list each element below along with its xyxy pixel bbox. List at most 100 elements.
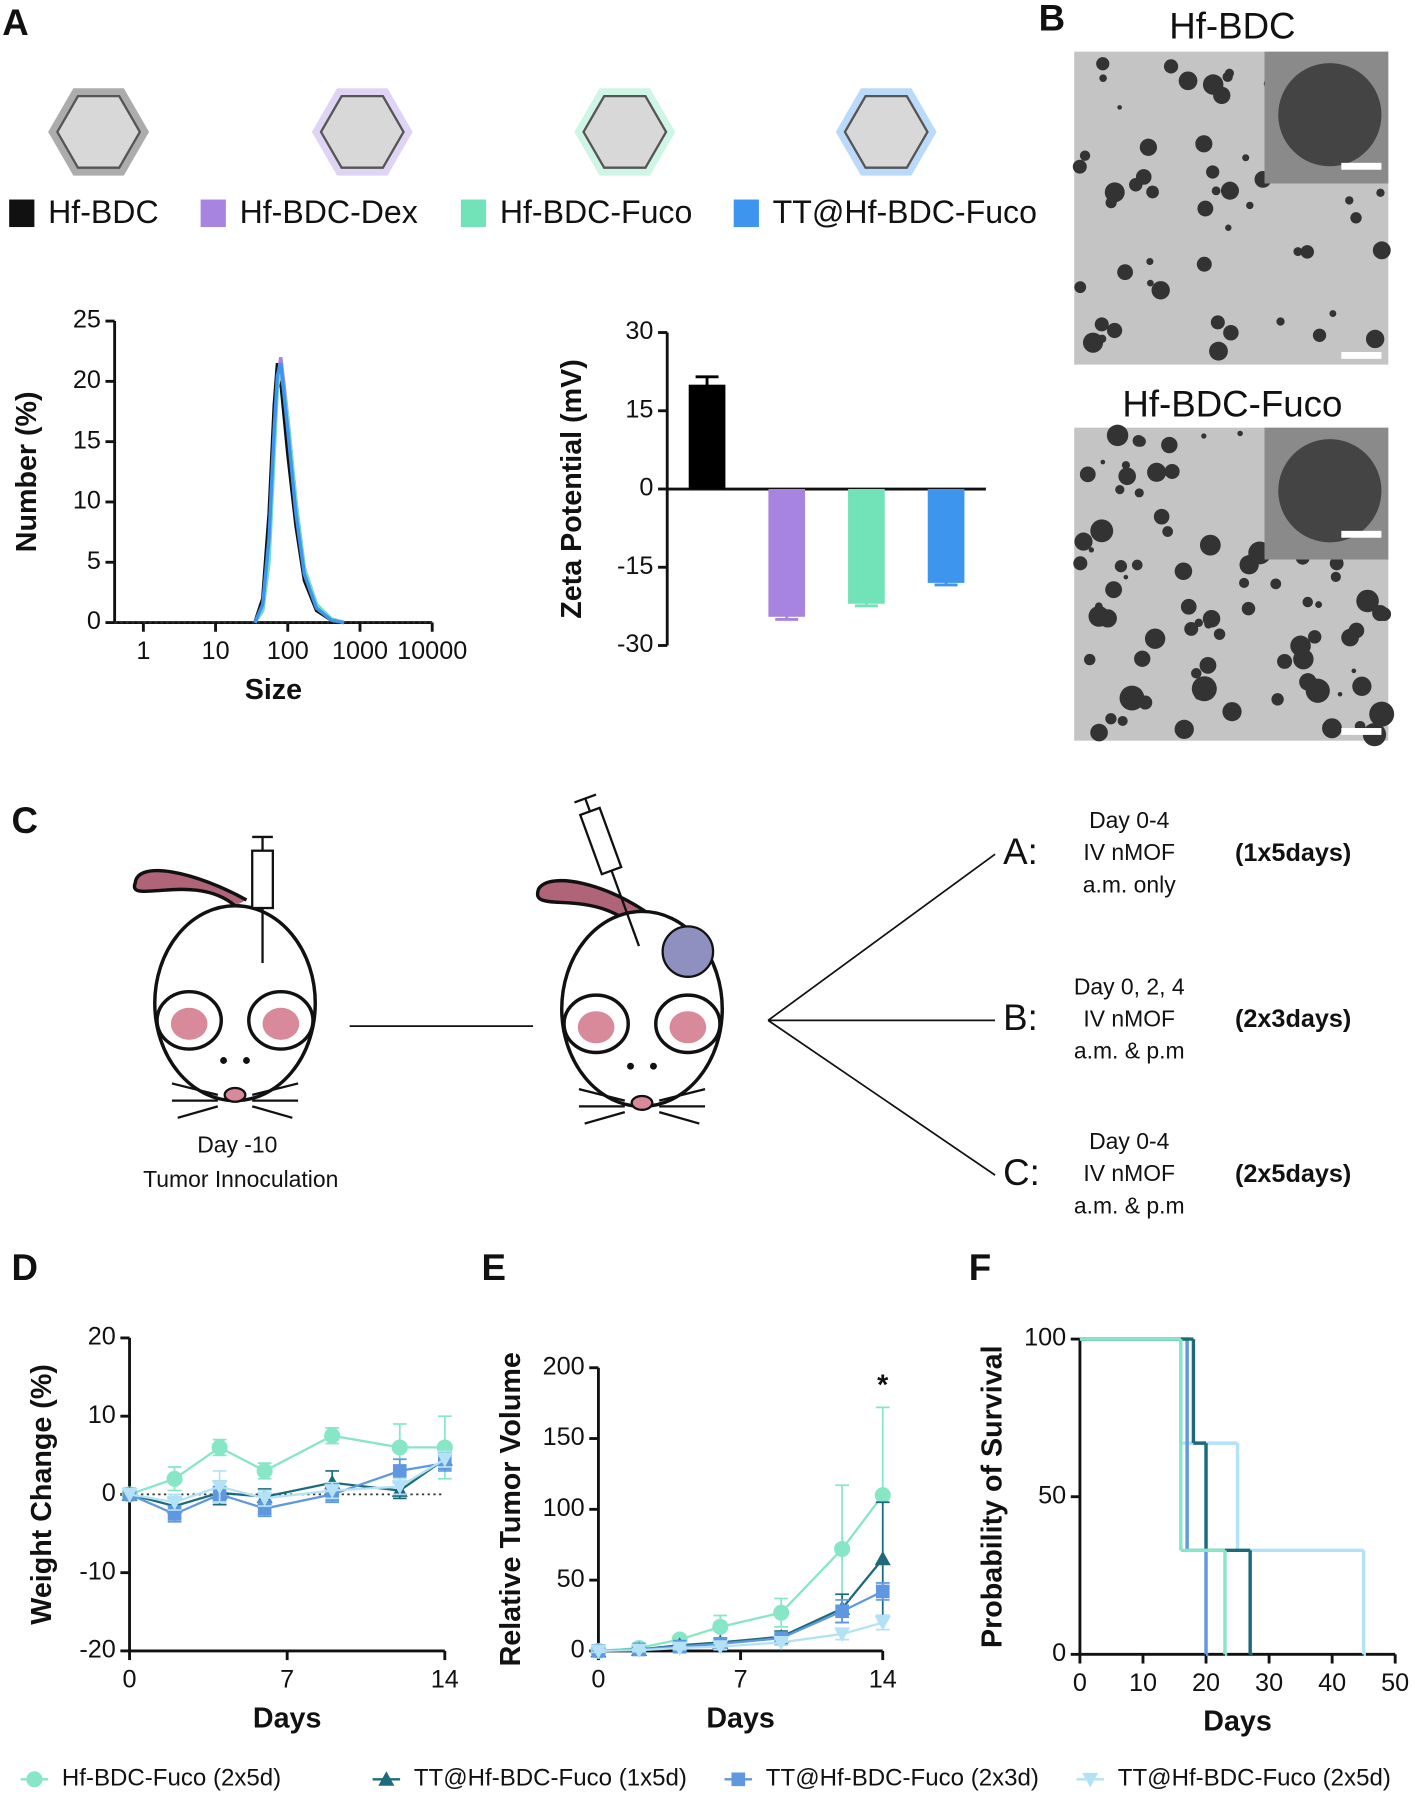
particle xyxy=(1106,322,1123,339)
particle xyxy=(1105,581,1123,599)
panel-label: D xyxy=(11,1247,37,1288)
x-axis-title: Size xyxy=(245,674,302,706)
marker xyxy=(166,1470,183,1487)
legend-swatch xyxy=(460,199,487,228)
y-tick-label: -30 xyxy=(617,630,653,658)
particle xyxy=(1162,526,1174,537)
particle xyxy=(1329,556,1344,571)
particle xyxy=(1164,463,1180,480)
particle xyxy=(1119,685,1145,711)
y-tick-label: 150 xyxy=(543,1423,585,1451)
particle xyxy=(1222,71,1233,83)
particle xyxy=(1146,185,1159,199)
y-axis-title: Zeta Potential (mV) xyxy=(556,359,588,619)
particle xyxy=(1365,329,1385,349)
marker xyxy=(211,1439,228,1456)
particle xyxy=(1074,281,1087,294)
marker xyxy=(834,1540,851,1557)
x-tick-label: 20 xyxy=(1192,1669,1220,1697)
particle xyxy=(1223,325,1239,341)
y-tick-label: 30 xyxy=(625,317,653,345)
particle xyxy=(1074,532,1093,551)
y-axis-title: Weight Change (%) xyxy=(26,1364,58,1625)
mouse-diagram xyxy=(132,793,996,1176)
marker xyxy=(26,1771,43,1788)
particle xyxy=(1146,257,1154,266)
x-tick-label: 0 xyxy=(123,1665,137,1693)
arm-text: IV nMOF xyxy=(1083,1160,1175,1186)
particle xyxy=(1191,676,1217,702)
y-axis-title: Number (%) xyxy=(11,391,43,552)
legend-label: TT@Hf-BDC-Fuco xyxy=(773,194,1037,230)
particle xyxy=(1134,488,1144,498)
marker xyxy=(391,1439,408,1456)
particle xyxy=(1312,328,1327,342)
particle xyxy=(1100,459,1106,465)
x-tick-label: 14 xyxy=(869,1665,897,1693)
particle xyxy=(1153,508,1170,525)
bar xyxy=(927,489,965,583)
particle xyxy=(1213,86,1231,105)
y-tick-label: 0 xyxy=(1052,1639,1066,1667)
x-tick-label: 10 xyxy=(202,637,230,665)
marker xyxy=(121,1487,138,1503)
x-axis-title: Days xyxy=(253,1702,322,1734)
particle xyxy=(1206,165,1220,179)
regimen: (2x3days) xyxy=(1235,1005,1351,1033)
particle xyxy=(1144,628,1166,649)
particle xyxy=(1376,188,1385,197)
y-tick-label: -10 xyxy=(79,1557,115,1585)
arm-label: B: xyxy=(1003,997,1038,1038)
particle xyxy=(1161,436,1178,454)
particle xyxy=(1090,723,1108,742)
x-tick-label: 50 xyxy=(1381,1669,1409,1697)
y-tick-label: 0 xyxy=(87,607,101,635)
x-tick-label: 0 xyxy=(591,1665,605,1693)
y-axis-title: Relative Tumor Volume xyxy=(495,1352,527,1666)
marker xyxy=(324,1427,341,1444)
particle xyxy=(1209,341,1228,361)
arm-label: C: xyxy=(1003,1152,1040,1193)
marker xyxy=(257,1501,272,1516)
y-tick-label: 200 xyxy=(543,1352,585,1380)
particle xyxy=(1199,534,1221,556)
y-tick-label: 50 xyxy=(557,1565,585,1593)
particle xyxy=(1178,71,1198,91)
particle xyxy=(1330,571,1341,582)
particle xyxy=(1237,430,1243,437)
particle xyxy=(1210,315,1225,330)
particle xyxy=(1307,630,1322,644)
y-tick-label: 100 xyxy=(543,1494,585,1522)
inset-particle xyxy=(1278,63,1382,167)
particle xyxy=(1088,547,1095,553)
particle xyxy=(1315,601,1323,609)
particle xyxy=(1270,578,1282,590)
marker xyxy=(631,1643,648,1659)
marker xyxy=(436,1452,453,1468)
y-tick-label: 0 xyxy=(571,1636,585,1664)
diagram-text: Tumor Innoculation xyxy=(143,1166,338,1192)
marker xyxy=(874,1616,891,1631)
particle xyxy=(1299,673,1317,691)
x-tick-label: 10000 xyxy=(397,637,467,665)
particle xyxy=(1195,135,1213,153)
particle xyxy=(1117,264,1133,281)
legend-swatch xyxy=(200,199,226,228)
error-bar xyxy=(934,579,958,587)
arm-text: IV nMOF xyxy=(1083,1005,1175,1031)
particle xyxy=(1365,597,1378,610)
error-bar xyxy=(775,612,799,621)
panel-label: E xyxy=(481,1247,505,1288)
particle xyxy=(1174,719,1194,739)
particle xyxy=(1225,224,1232,231)
particle xyxy=(1163,59,1179,74)
x-tick-label: 0 xyxy=(1073,1669,1087,1697)
legend-label: TT@Hf-BDC-Fuco (2x3d) xyxy=(766,1765,1039,1792)
series-line xyxy=(253,357,345,625)
marker xyxy=(256,1491,273,1507)
y-tick-label: 25 xyxy=(73,306,101,334)
bar xyxy=(688,384,726,490)
particle xyxy=(1213,628,1226,640)
particle xyxy=(1239,555,1259,575)
particle xyxy=(1302,596,1313,608)
